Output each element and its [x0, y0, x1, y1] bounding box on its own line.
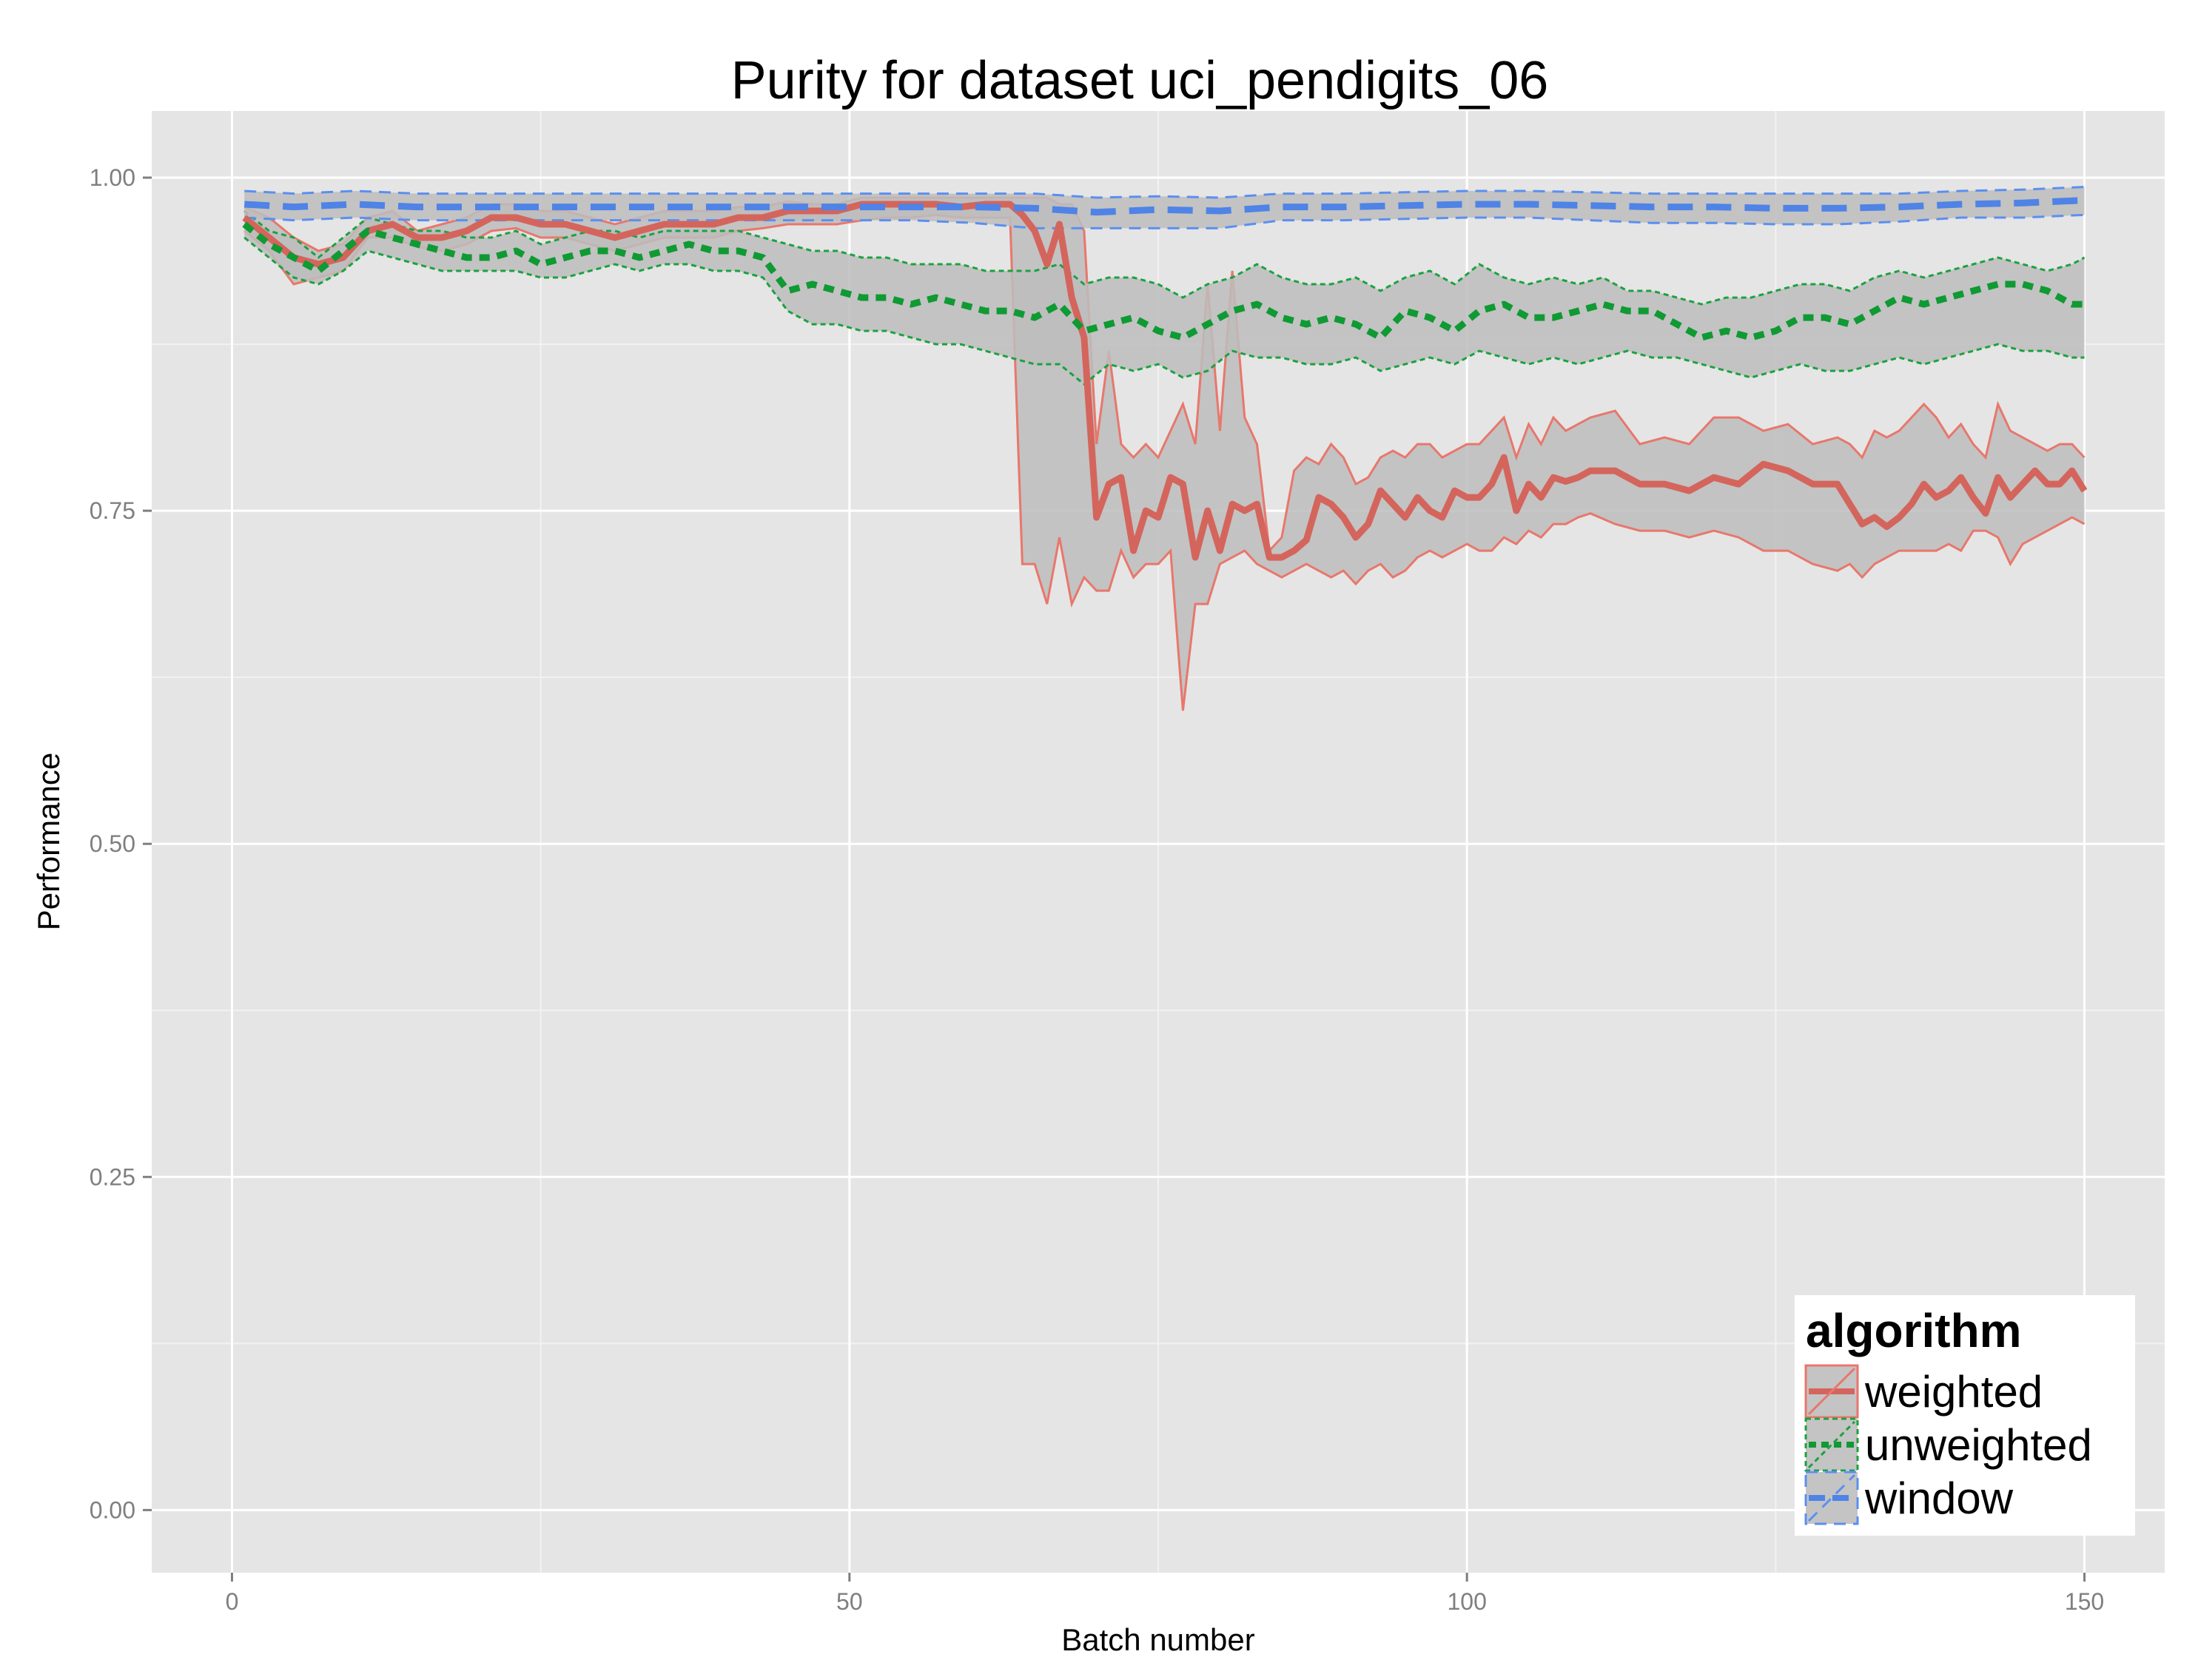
band-upper-unweighted	[243, 209, 2086, 306]
band-lower-window	[244, 213, 2085, 229]
x-axis: 0 50 100 150	[226, 1573, 2104, 1615]
legend-slash-window	[1807, 1474, 1856, 1522]
y-axis-title: Performance	[31, 753, 66, 930]
y-tick-label: 0.75	[90, 497, 135, 524]
y-tick-label: 0.25	[90, 1163, 135, 1190]
y-tick-label: 0.00	[90, 1496, 135, 1523]
band-window	[244, 187, 2085, 229]
band-upper-window	[244, 186, 2085, 199]
y-axis: 0.00 0.25 0.50 0.75 1.00	[90, 164, 152, 1523]
legend-title: algorithm	[1806, 1304, 2022, 1357]
line-weighted	[242, 201, 2088, 561]
x-tick-label: 0	[226, 1588, 239, 1615]
x-axis-title: Batch number	[1061, 1622, 1254, 1657]
legend-slash-unweighted	[1807, 1420, 1856, 1469]
line-unweighted	[242, 221, 2085, 341]
legend-slash-weighted	[1807, 1367, 1856, 1416]
legend-label-window: window	[1864, 1474, 2014, 1523]
band-lower-unweighted	[243, 236, 2085, 386]
legend-label-weighted: weighted	[1864, 1367, 2043, 1417]
series-bands	[243, 186, 2086, 711]
chart-title: Purity for dataset uci_pendigits_06	[731, 51, 1549, 110]
x-tick-label: 150	[2065, 1588, 2104, 1615]
y-tick-label: 0.50	[90, 830, 135, 857]
y-tick-label: 1.00	[90, 164, 135, 191]
series-lines	[242, 197, 2088, 561]
band-weighted	[244, 198, 2085, 711]
legend-label-unweighted: unweighted	[1865, 1420, 2092, 1470]
x-tick-label: 100	[1447, 1588, 1486, 1615]
x-tick-label: 50	[836, 1588, 863, 1615]
band-unweighted	[244, 211, 2085, 385]
